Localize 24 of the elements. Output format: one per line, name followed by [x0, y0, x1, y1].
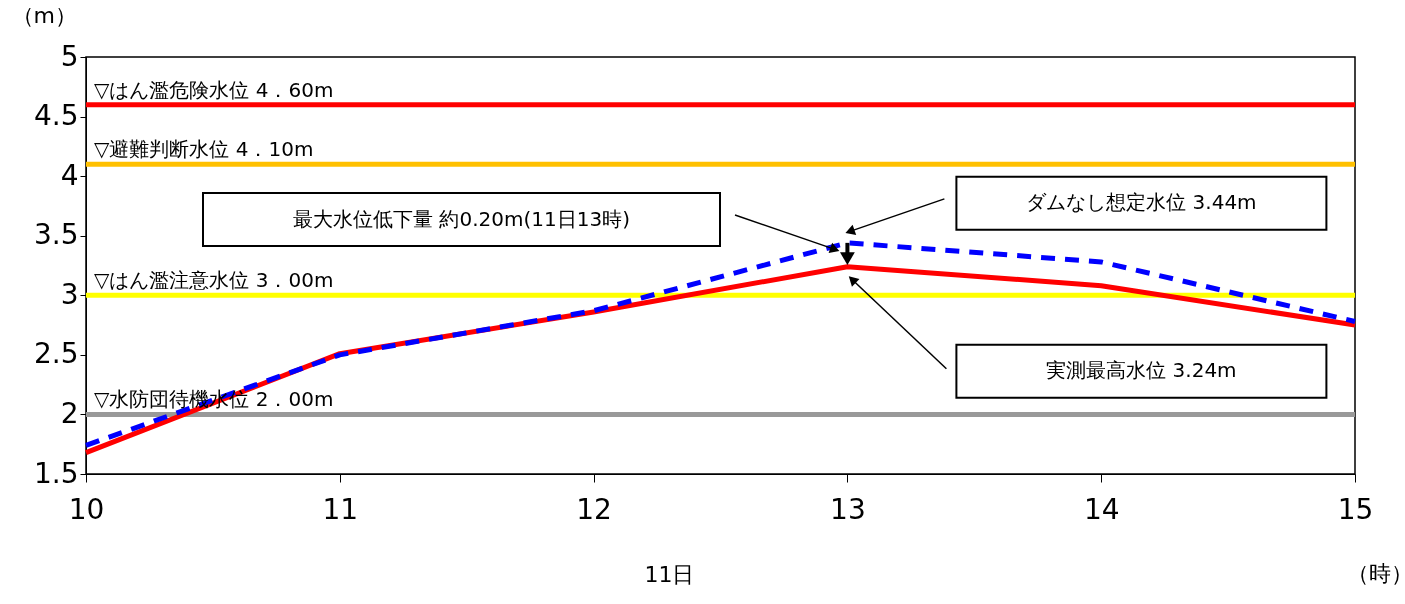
annotation: ダムなし想定水位 3.44m	[1026, 190, 1257, 215]
ref-line-label: ▽はん濫危険水位 4．60m	[94, 77, 334, 102]
y-tick-label: 4	[60, 158, 79, 192]
text: （時）	[1347, 561, 1405, 586]
x-tick-label: 13	[830, 492, 866, 526]
y-tick-label: 3	[60, 277, 79, 311]
y-tick-label: 4.5	[33, 99, 79, 133]
y-tick-label: 1.5	[33, 456, 79, 490]
x-tick-label: 14	[1083, 492, 1120, 526]
ref-line-label: ▽はん濫注意水位 3．00m	[94, 268, 334, 293]
y-tick-label: 5	[60, 39, 79, 73]
x-tick-label: 12	[576, 492, 612, 526]
y-tick-label: 3.5	[33, 218, 79, 252]
x-tick-label: 15	[1337, 492, 1374, 526]
ref-line-label: ▽避難判断水位 4．10m	[94, 137, 314, 162]
y-tick-label: 2.5	[33, 337, 79, 371]
y-tick-label: 2	[60, 396, 79, 430]
ref-line-label: ▽水防団待機水位 2．00m	[94, 387, 334, 412]
annotation: 最大水位低下量 約0.20m(11日13時)	[293, 206, 630, 231]
x-tick-label: 10	[68, 492, 105, 526]
annotation: 実測最高水位 3.24m	[1046, 358, 1237, 383]
y-axis-title: （m）	[11, 2, 77, 28]
x-axis-title: 11日	[644, 561, 695, 587]
x-tick-label: 11	[322, 492, 359, 526]
